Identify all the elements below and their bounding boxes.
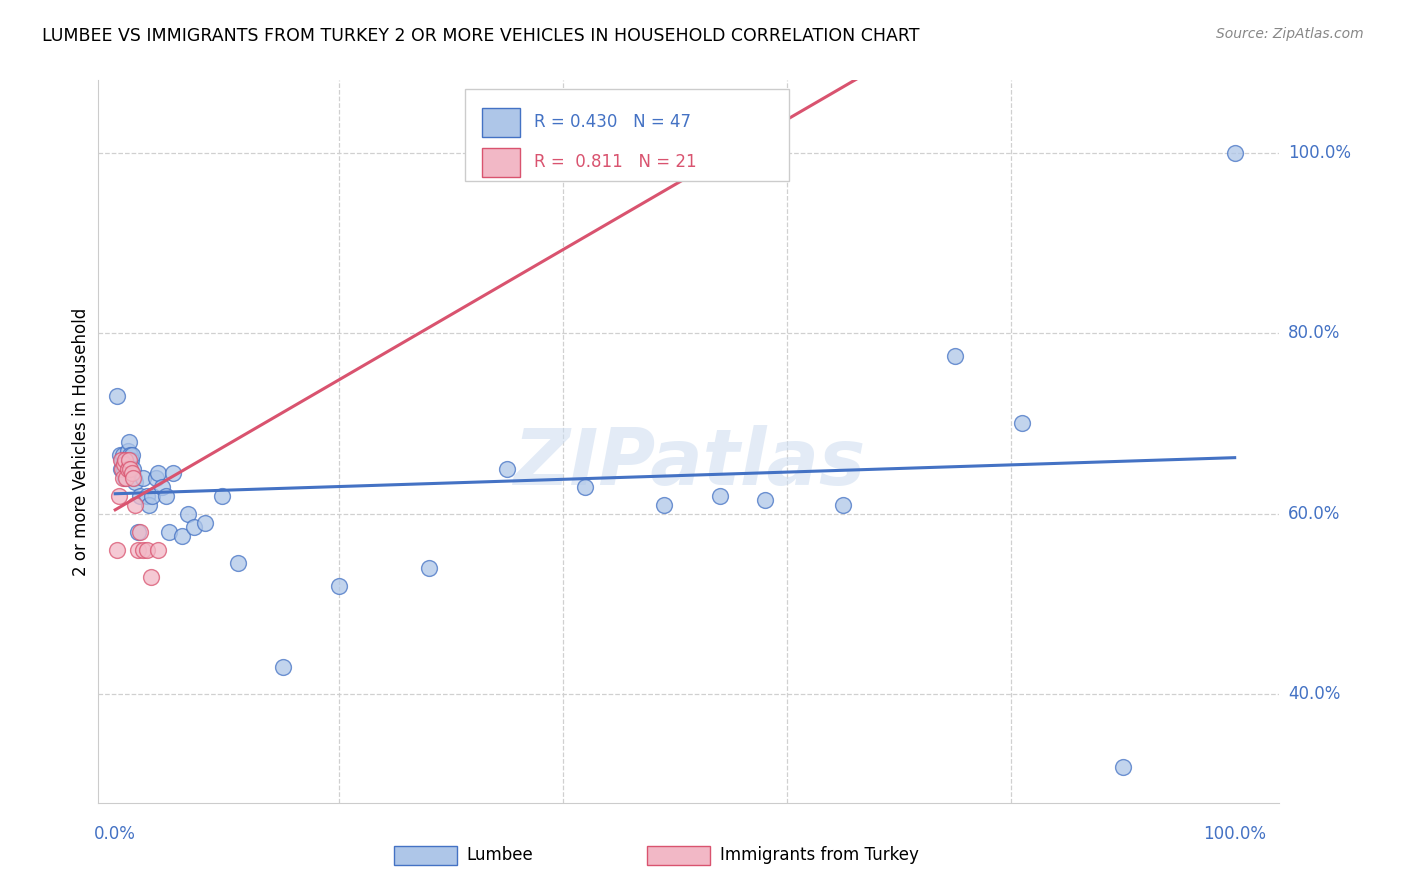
Point [118, 461, 141, 475]
Point [1011, 417, 1033, 431]
Point [162, 466, 184, 480]
Text: 100.0%: 100.0% [1288, 144, 1351, 161]
Text: 80.0%: 80.0% [1288, 324, 1340, 343]
Text: 60.0%: 60.0% [1288, 505, 1340, 523]
Point [120, 452, 142, 467]
Point [943, 349, 966, 363]
Text: 40.0%: 40.0% [1288, 685, 1340, 704]
Y-axis label: 2 or more Vehicles in Household: 2 or more Vehicles in Household [72, 308, 90, 575]
Point [110, 452, 132, 467]
Point [146, 466, 169, 480]
FancyBboxPatch shape [464, 89, 789, 181]
Point [831, 498, 853, 512]
Point [132, 542, 155, 557]
Point [122, 471, 145, 485]
Text: Lumbee: Lumbee [467, 847, 533, 864]
Point [112, 471, 135, 485]
Point [121, 448, 143, 462]
Point [328, 579, 350, 593]
Point [177, 507, 200, 521]
Point [107, 542, 129, 557]
Point [115, 471, 138, 485]
Point [155, 489, 177, 503]
Point [146, 542, 169, 557]
Point [157, 524, 180, 539]
Point [138, 498, 160, 512]
Text: 0.0%: 0.0% [94, 825, 136, 843]
Point [124, 498, 146, 512]
Text: ZIPatlas: ZIPatlas [513, 425, 865, 501]
Point [128, 489, 150, 503]
Point [112, 461, 135, 475]
Point [183, 520, 205, 534]
Point [754, 493, 776, 508]
Point [496, 461, 519, 475]
Point [115, 452, 138, 467]
Point [114, 471, 136, 485]
Point [574, 480, 596, 494]
Text: Source: ZipAtlas.com: Source: ZipAtlas.com [1216, 27, 1364, 41]
Point [709, 489, 731, 503]
FancyBboxPatch shape [482, 108, 520, 136]
Point [172, 529, 194, 543]
Text: Immigrants from Turkey: Immigrants from Turkey [720, 847, 918, 864]
Point [135, 489, 157, 503]
Point [135, 542, 157, 557]
Point [108, 448, 131, 462]
Point [117, 461, 139, 475]
Text: R = 0.430   N = 47: R = 0.430 N = 47 [534, 113, 692, 131]
Point [124, 475, 146, 490]
Point [117, 443, 139, 458]
Point [139, 570, 162, 584]
Point [1112, 760, 1135, 774]
Point [145, 471, 167, 485]
Point [121, 466, 143, 480]
Point [110, 461, 132, 475]
Point [697, 145, 720, 160]
Point [150, 480, 173, 494]
Point [107, 489, 129, 503]
Point [141, 489, 163, 503]
Point [652, 498, 675, 512]
Point [194, 516, 217, 530]
Point [117, 452, 139, 467]
Point [228, 557, 250, 571]
Text: 100.0%: 100.0% [1204, 825, 1267, 843]
Point [117, 434, 139, 449]
Point [127, 542, 149, 557]
Point [112, 457, 135, 471]
Point [111, 452, 134, 467]
FancyBboxPatch shape [482, 148, 520, 177]
Text: R =  0.811   N = 21: R = 0.811 N = 21 [534, 153, 697, 171]
Point [271, 660, 294, 674]
Point [418, 561, 440, 575]
Point [122, 461, 145, 475]
Point [1223, 145, 1246, 160]
Point [211, 489, 233, 503]
Point [114, 452, 136, 467]
Point [128, 524, 150, 539]
Point [118, 448, 141, 462]
Point [132, 471, 155, 485]
Point [107, 389, 129, 403]
Point [127, 524, 149, 539]
Point [112, 448, 135, 462]
Text: LUMBEE VS IMMIGRANTS FROM TURKEY 2 OR MORE VEHICLES IN HOUSEHOLD CORRELATION CHA: LUMBEE VS IMMIGRANTS FROM TURKEY 2 OR MO… [42, 27, 920, 45]
Point [111, 461, 134, 475]
Point [122, 471, 145, 485]
